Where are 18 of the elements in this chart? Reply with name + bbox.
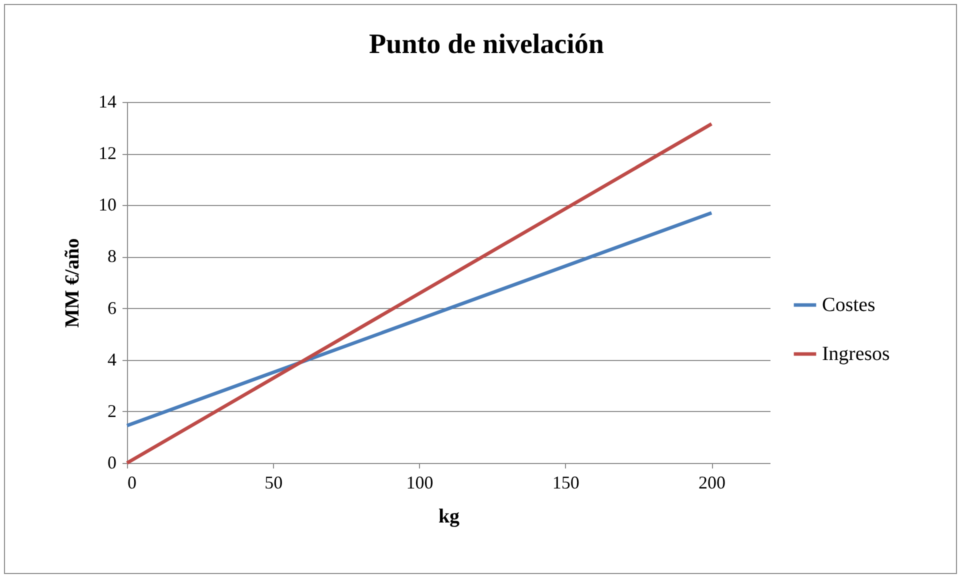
legend-label: Ingresos [822, 343, 890, 365]
legend-label: Costes [822, 294, 876, 316]
y-tick-label: 4 [108, 349, 116, 370]
y-tick-label: 0 [108, 452, 116, 472]
x-axis-title: kg [438, 506, 460, 528]
y-axis-title: MM €/año [62, 238, 84, 328]
y-tick-label: 2 [108, 400, 116, 421]
x-tick-label: 100 [406, 472, 434, 492]
x-tick-label: 0 [128, 472, 136, 492]
y-tick-label: 12 [98, 143, 116, 164]
y-tick-label: 10 [98, 194, 116, 215]
y-tick-label: 8 [108, 246, 116, 266]
chart-title: Punto de nivelación [369, 29, 604, 60]
y-tick-label: 6 [108, 298, 116, 318]
x-tick-label: 150 [552, 472, 580, 492]
x-tick-label: 50 [264, 472, 283, 492]
x-tick-label: 200 [698, 472, 726, 492]
y-tick-label: 14 [98, 92, 116, 112]
